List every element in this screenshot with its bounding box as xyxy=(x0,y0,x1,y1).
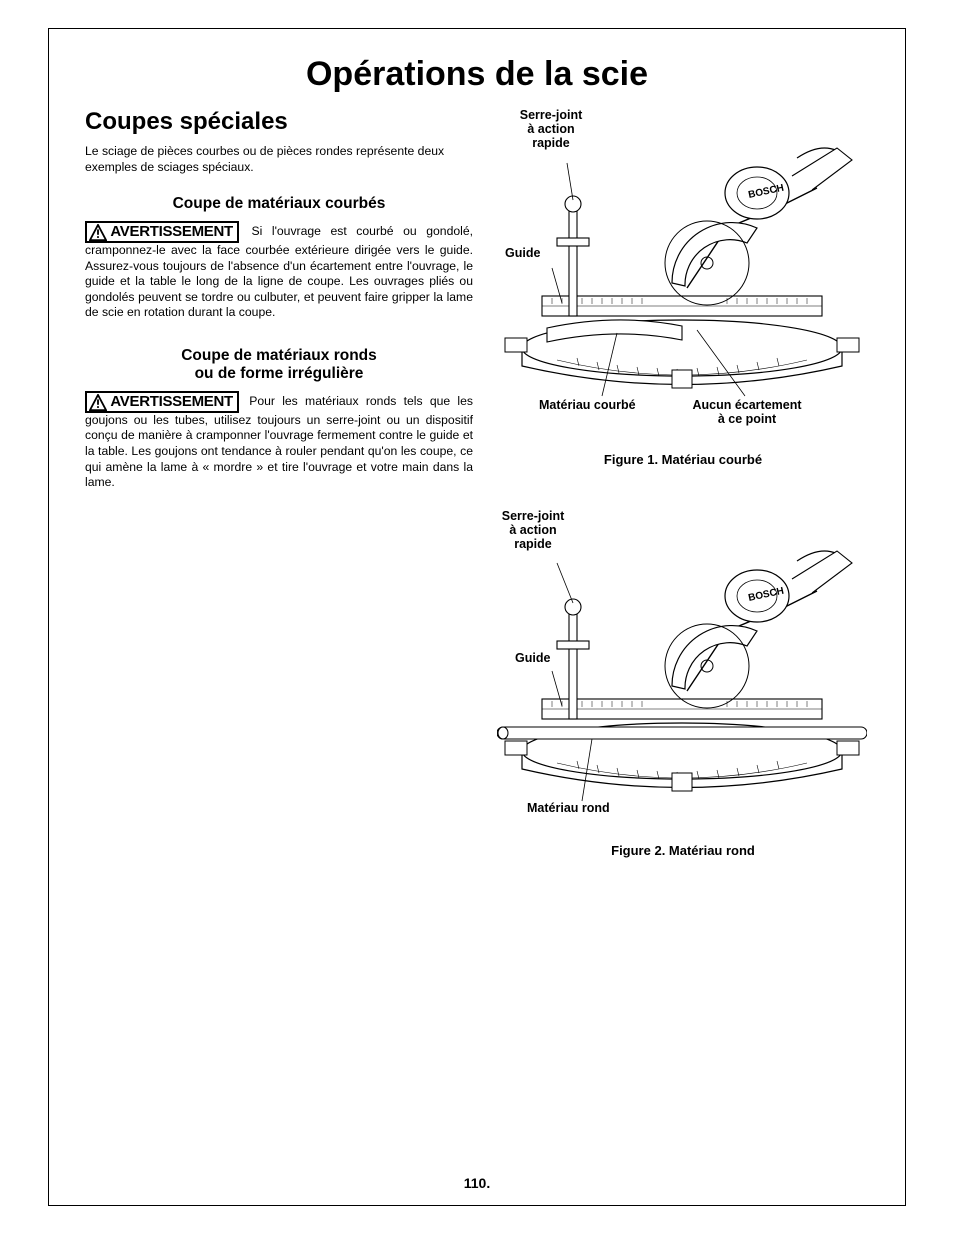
warning-badge: AVERTISSEMENT xyxy=(85,391,239,413)
page-number: 110. xyxy=(49,1175,905,1191)
callout-guide: Guide xyxy=(515,651,550,665)
callout-gap: Aucun écartement à ce point xyxy=(687,398,807,426)
subsection-1-body: AVERTISSEMENT Si l'ouvrage est courbé ou… xyxy=(85,221,473,321)
callout-material: Matériau rond xyxy=(527,801,610,815)
section-title: Coupes spéciales xyxy=(85,108,473,136)
warning-badge: AVERTISSEMENT xyxy=(85,221,239,243)
right-column: BOSCH Serre-joint à action rapide xyxy=(497,108,869,894)
subsection-2-title: Coupe de matériaux ronds ou de forme irr… xyxy=(85,347,473,383)
warning-label-text: AVERTISSEMENT xyxy=(110,393,233,411)
left-column: Coupes spéciales Le sciage de pièces cou… xyxy=(85,108,473,894)
subsection-1-title: Coupe de matériaux courbés xyxy=(85,195,473,213)
callout-clamp: Serre-joint à action rapide xyxy=(497,509,569,551)
warning-label-text: AVERTISSEMENT xyxy=(110,223,233,241)
callout-guide: Guide xyxy=(505,246,540,260)
figure-2: BOSCH Serre-joint à action rapide Guide … xyxy=(497,503,869,858)
callout-clamp: Serre-joint à action rapide xyxy=(515,108,587,150)
figure-2-image: BOSCH Serre-joint à action rapide Guide … xyxy=(497,503,869,813)
subsection-2-body: AVERTISSEMENT Pour les matériaux ronds t… xyxy=(85,391,473,491)
callout-material: Matériau courbé xyxy=(539,398,636,412)
warning-triangle-icon xyxy=(89,224,107,242)
two-column-layout: Coupes spéciales Le sciage de pièces cou… xyxy=(85,108,869,894)
intro-paragraph: Le sciage de pièces courbes ou de pièces… xyxy=(85,144,473,175)
figure-1-image: BOSCH Serre-joint à action rapide xyxy=(497,108,869,408)
figure-1: BOSCH Serre-joint à action rapide xyxy=(497,108,869,467)
miter-saw-illustration: BOSCH xyxy=(497,108,867,408)
page-title: Opérations de la scie xyxy=(85,55,869,94)
figure-1-caption: Figure 1. Matériau courbé xyxy=(497,452,869,467)
page-frame: Opérations de la scie Coupes spéciales L… xyxy=(48,28,906,1206)
figure-2-caption: Figure 2. Matériau rond xyxy=(497,843,869,858)
warning-triangle-icon xyxy=(89,394,107,412)
